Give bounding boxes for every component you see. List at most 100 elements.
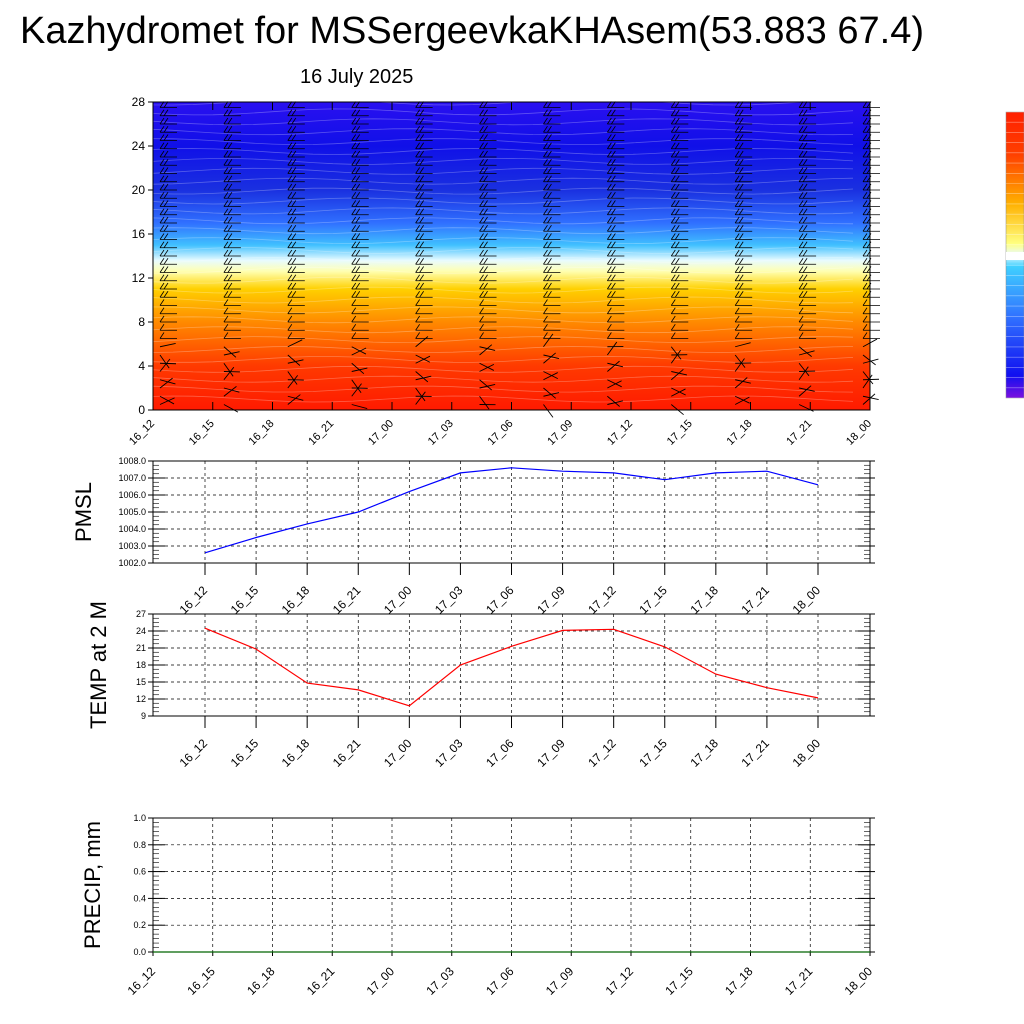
y-tick-label: 0.6 (133, 867, 146, 877)
wind-barb (543, 372, 558, 381)
wind-barb (607, 233, 625, 240)
wind-barb (543, 126, 561, 133)
x-tick-label: 17_03 (426, 418, 456, 448)
y-tick-label: 1002.0 (118, 558, 146, 568)
x-tick-label: 18_00 (790, 736, 824, 770)
wind-barb (287, 134, 305, 141)
contour-line (152, 98, 854, 106)
wind-barb (159, 208, 177, 216)
wind-barb (607, 183, 625, 191)
wind-barb (159, 324, 177, 331)
wind-barb (351, 183, 369, 191)
wind-barb (543, 200, 561, 207)
wind-barb (287, 183, 305, 191)
wind-barb (543, 387, 557, 399)
wind-barb (607, 315, 625, 323)
wind-barb (607, 117, 625, 125)
wind-barb (671, 387, 686, 396)
wind-barb (798, 208, 817, 216)
x-tick-label: 16_15 (187, 418, 217, 448)
wind-barb (543, 371, 558, 380)
wind-barb (670, 159, 689, 166)
wind-barb (159, 216, 177, 224)
x-tick-label: 17_15 (665, 418, 695, 448)
wind-barb (159, 282, 177, 290)
x-tick-label: 18_00 (844, 418, 874, 448)
wind-barb (543, 354, 560, 360)
x-tick-label: 16_18 (279, 736, 313, 770)
wind-barb (415, 241, 433, 249)
chart-title: Kazhydromet for MSSergeevkaKHAsem(53.883… (20, 10, 924, 52)
wind-barb (798, 315, 817, 323)
wind-barb (351, 258, 369, 265)
x-tick-label: 17_18 (722, 964, 756, 998)
wind-barb (734, 358, 745, 372)
wind-barb (543, 333, 554, 348)
contour-line (152, 365, 854, 373)
wind-barb (607, 109, 625, 117)
wind-barb (415, 159, 433, 166)
wind-barb (223, 291, 241, 298)
wind-barb (159, 377, 173, 389)
wind-barb (479, 266, 497, 273)
wind-barb (351, 274, 369, 282)
wind-barb (670, 291, 689, 298)
wind-barb (223, 274, 241, 282)
wind-barb (223, 167, 241, 174)
wind-barb (287, 307, 305, 315)
wind-barb (607, 167, 625, 174)
wind-barb (223, 299, 241, 306)
wind-barb (159, 291, 177, 298)
contour-line (152, 157, 854, 165)
wind-barb (223, 404, 239, 413)
wind-barb (287, 216, 305, 224)
y-tick-label: 0 (138, 403, 145, 417)
wind-barb (159, 225, 177, 232)
y-tick-label: 15 (136, 677, 146, 687)
x-tick-label: 16_21 (304, 964, 338, 998)
contour-line (152, 296, 854, 304)
x-tick-label: 17_06 (483, 964, 517, 998)
wind-barb (223, 385, 237, 397)
contour-line (152, 256, 854, 264)
wind-barb (415, 299, 433, 306)
wind-barb (415, 167, 433, 174)
wind-barb (670, 167, 689, 174)
wind-barb (479, 291, 497, 298)
wind-barb (543, 404, 554, 418)
wind-barb (351, 324, 369, 331)
wind-barb (670, 324, 689, 331)
wind-barb (159, 175, 177, 183)
wind-barb (543, 175, 561, 183)
wind-barb (734, 167, 753, 174)
y-tick-label: 0.4 (133, 893, 146, 903)
contour-line (152, 316, 854, 324)
wind-barb (159, 358, 171, 372)
x-tick-label: 17_09 (543, 964, 577, 998)
wind-barb (798, 266, 817, 273)
wind-barb (287, 159, 305, 166)
wind-barb (351, 200, 369, 207)
wind-barb (223, 315, 241, 323)
y-tick-label: 1007.0 (118, 473, 146, 483)
wind-barb (798, 216, 817, 224)
wind-barb (223, 109, 241, 117)
wind-barb (479, 307, 497, 315)
wind-barb (479, 233, 497, 240)
wind-barb (734, 117, 753, 125)
wind-barb (223, 216, 241, 224)
wind-barb (351, 225, 369, 232)
wind-barb (734, 395, 750, 404)
wind-barb (670, 192, 689, 199)
x-tick-label: 17_12 (605, 418, 635, 448)
wind-barb (734, 354, 746, 368)
wind-barb (351, 362, 365, 375)
wind-barb (543, 258, 561, 265)
wind-barb (734, 216, 753, 224)
x-tick-label: 16_21 (330, 736, 364, 770)
wind-barb (159, 117, 177, 125)
wind-barb (670, 282, 689, 290)
wind-barb (798, 192, 817, 199)
wind-barb (798, 366, 809, 381)
wind-barb (351, 117, 369, 125)
